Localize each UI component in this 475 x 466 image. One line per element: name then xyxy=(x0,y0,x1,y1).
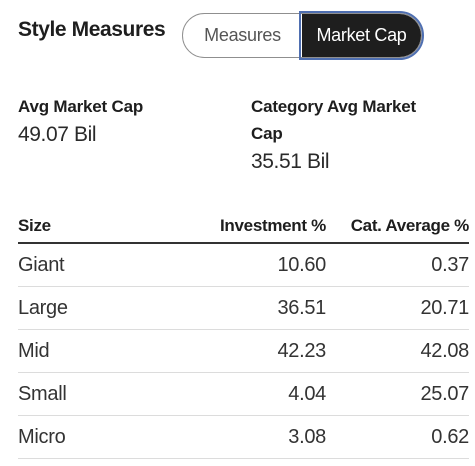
size-cell: Large xyxy=(18,286,168,330)
category-average-cell: 42.08 xyxy=(326,329,469,373)
investment-cell: 10.60 xyxy=(168,243,326,287)
investment-cell: 42.23 xyxy=(168,329,326,373)
size-cell: Small xyxy=(18,372,168,416)
avg-market-cap-stat: Avg Market Cap 49.07 Bil xyxy=(18,93,218,150)
size-cell: Mid xyxy=(18,329,168,373)
table-row: Large 36.51 20.71 xyxy=(18,286,469,330)
category-avg-market-cap-value: 35.51 Bil xyxy=(251,150,330,173)
investment-cell: 4.04 xyxy=(168,372,326,416)
tab-market-cap[interactable]: Market Cap xyxy=(299,11,424,60)
category-avg-market-cap-stat: Category Avg Market Cap 35.51 Bil xyxy=(251,93,451,177)
column-header-size: Size xyxy=(18,210,168,244)
table-row: Mid 42.23 42.08 xyxy=(18,329,469,373)
size-cell: Micro xyxy=(18,415,168,459)
investment-cell: 36.51 xyxy=(168,286,326,330)
category-average-cell: 0.37 xyxy=(326,243,469,287)
category-avg-market-cap-label: Category Avg Market Cap xyxy=(251,97,416,143)
column-header-investment: Investment % xyxy=(168,210,326,244)
tab-measures[interactable]: Measures xyxy=(204,25,281,45)
table-row: Small 4.04 25.07 xyxy=(18,372,469,416)
table-row: Micro 3.08 0.62 xyxy=(18,415,469,459)
table-header-row: Size Investment % Cat. Average % xyxy=(18,210,469,244)
size-cell: Giant xyxy=(18,243,168,287)
view-toggle: Measures Market Cap xyxy=(182,11,424,60)
avg-market-cap-label: Avg Market Cap xyxy=(18,97,144,116)
avg-market-cap-value: 49.07 Bil xyxy=(18,123,97,146)
investment-cell: 3.08 xyxy=(168,415,326,459)
column-header-category-average: Cat. Average % xyxy=(326,210,469,244)
section-title: Style Measures xyxy=(18,18,166,41)
category-average-cell: 0.62 xyxy=(326,415,469,459)
category-average-cell: 20.71 xyxy=(326,286,469,330)
market-cap-size-table: Size Investment % Cat. Average % Giant 1… xyxy=(18,210,469,459)
category-average-cell: 25.07 xyxy=(326,372,469,416)
table-row: Giant 10.60 0.37 xyxy=(18,243,469,287)
